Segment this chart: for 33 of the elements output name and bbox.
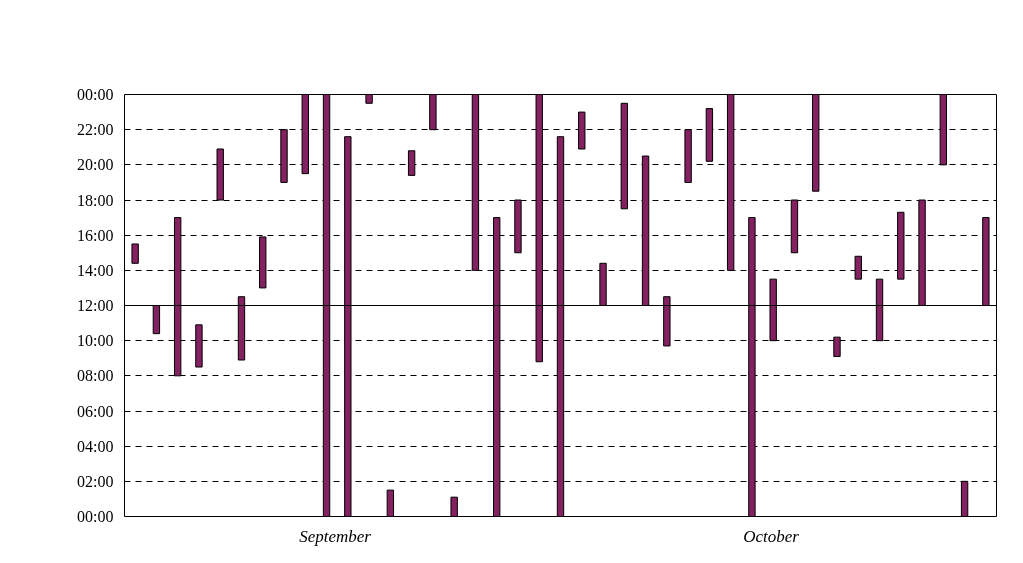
y-tick-label: 10:00 bbox=[77, 332, 114, 350]
bar bbox=[620, 102, 628, 210]
bar bbox=[216, 148, 224, 201]
bar bbox=[450, 496, 458, 517]
bar bbox=[259, 236, 267, 289]
y-tick-label: 18:00 bbox=[77, 191, 114, 209]
bar bbox=[514, 199, 522, 254]
bar bbox=[407, 150, 416, 176]
bar bbox=[195, 324, 203, 368]
y-tick-label: 06:00 bbox=[77, 402, 114, 420]
y-tick-label: 00:00 bbox=[77, 86, 114, 103]
bar bbox=[939, 94, 948, 166]
bar bbox=[684, 129, 692, 183]
y-tick-label: 12:00 bbox=[77, 297, 114, 314]
y-tick-label: 14:00 bbox=[77, 261, 114, 279]
y-tick-label: 22:00 bbox=[77, 121, 114, 139]
bar bbox=[897, 211, 905, 280]
y-tick-label: 20:00 bbox=[77, 156, 114, 174]
bar bbox=[386, 489, 395, 517]
bar bbox=[960, 480, 969, 517]
y-tick-label: 04:00 bbox=[77, 437, 114, 455]
text: October bbox=[743, 526, 800, 546]
bar bbox=[301, 94, 309, 175]
y-tick-label: 00:00 bbox=[77, 508, 114, 525]
y-tick-label: 08:00 bbox=[77, 367, 114, 385]
text: September bbox=[299, 526, 372, 546]
y-tick-label: 16:00 bbox=[77, 226, 114, 244]
bar bbox=[833, 336, 841, 357]
bar bbox=[131, 243, 139, 264]
bar bbox=[854, 255, 862, 280]
y-tick-label: 02:00 bbox=[77, 472, 114, 490]
bar bbox=[790, 199, 799, 254]
bar bbox=[365, 94, 373, 104]
